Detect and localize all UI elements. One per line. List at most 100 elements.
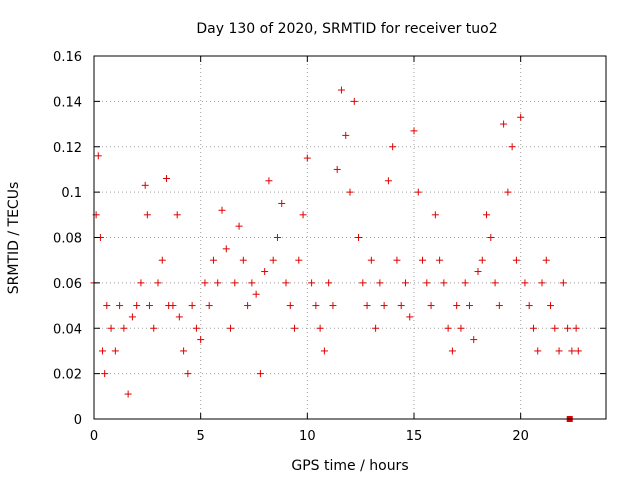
data-point [150,324,158,332]
data-point [244,302,252,310]
data-point [308,279,316,287]
data-point [214,279,222,287]
data-point [500,120,508,128]
data-point [329,302,337,310]
data-point [124,390,132,398]
data-point [141,181,149,189]
data-point [431,211,439,219]
data-point [101,370,109,378]
data-point [261,268,269,276]
data-point [320,347,328,355]
data-point [406,313,414,321]
data-point [495,302,503,310]
chart-title: Day 130 of 2020, SRMTID for receiver tuo… [196,21,497,37]
data-point [333,165,341,173]
data-point [94,152,102,160]
y-tick-label: 0.06 [53,277,82,292]
data-points [90,86,582,422]
data-point [517,113,525,121]
data-point [337,86,345,94]
data-point [574,347,582,355]
y-tick-label: 0.04 [53,322,82,337]
data-point [448,347,456,355]
data-point [393,256,401,264]
y-tick-label: 0.08 [53,232,82,247]
data-point [547,302,555,310]
data-point [453,302,461,310]
data-point [299,211,307,219]
data-point [555,347,563,355]
data-point [145,302,153,310]
y-tick-label: 0.1 [61,186,82,201]
data-point [465,302,473,310]
data-point [218,206,226,214]
data-point [133,302,141,310]
data-point [359,279,367,287]
data-point [384,177,392,185]
data-point [436,256,444,264]
data-point [521,279,529,287]
data-point [346,188,354,196]
data-point [128,313,136,321]
data-point [559,279,567,287]
data-point [282,279,290,287]
data-point [470,336,478,344]
data-point [158,256,166,264]
data-point [483,211,491,219]
data-point [256,370,264,378]
data-point [397,302,405,310]
y-tick-label: 0.02 [53,368,82,383]
data-point [175,313,183,321]
data-point [252,290,260,298]
data-point [278,199,286,207]
grid-lines [94,56,606,419]
data-point [401,279,409,287]
data-point [107,324,115,332]
data-point [137,279,145,287]
data-point [564,324,572,332]
data-point [363,302,371,310]
data-point [389,143,397,151]
data-point [423,279,431,287]
data-point [410,127,418,135]
data-point [316,324,324,332]
data-point [572,324,580,332]
y-tick-label: 0 [74,413,82,428]
data-point [180,347,188,355]
x-axis-label: GPS time / hours [291,458,408,474]
y-tick-label: 0.16 [53,50,82,65]
data-point [192,324,200,332]
data-point [457,324,465,332]
data-point [222,245,230,253]
y-tick-label: 0.14 [53,95,82,110]
data-point [504,188,512,196]
data-point [414,188,422,196]
data-point [99,347,107,355]
data-point [239,256,247,264]
data-point [188,302,196,310]
data-point [227,324,235,332]
data-point [312,302,320,310]
data-point [205,302,213,310]
data-point [551,324,559,332]
data-point [380,302,388,310]
x-tick-label: 10 [299,429,316,444]
data-point [184,370,192,378]
data-point [491,279,499,287]
data-point [325,279,333,287]
data-point [440,279,448,287]
data-point [355,234,363,241]
data-point [376,279,384,287]
data-point [231,279,239,287]
data-point [291,324,299,332]
data-point [478,256,486,264]
data-point [169,302,177,310]
data-point [273,234,281,241]
data-point [295,256,303,264]
data-point [265,177,273,185]
data-point [372,324,380,332]
data-point [542,256,550,264]
data-point [367,256,375,264]
data-point [201,279,209,287]
